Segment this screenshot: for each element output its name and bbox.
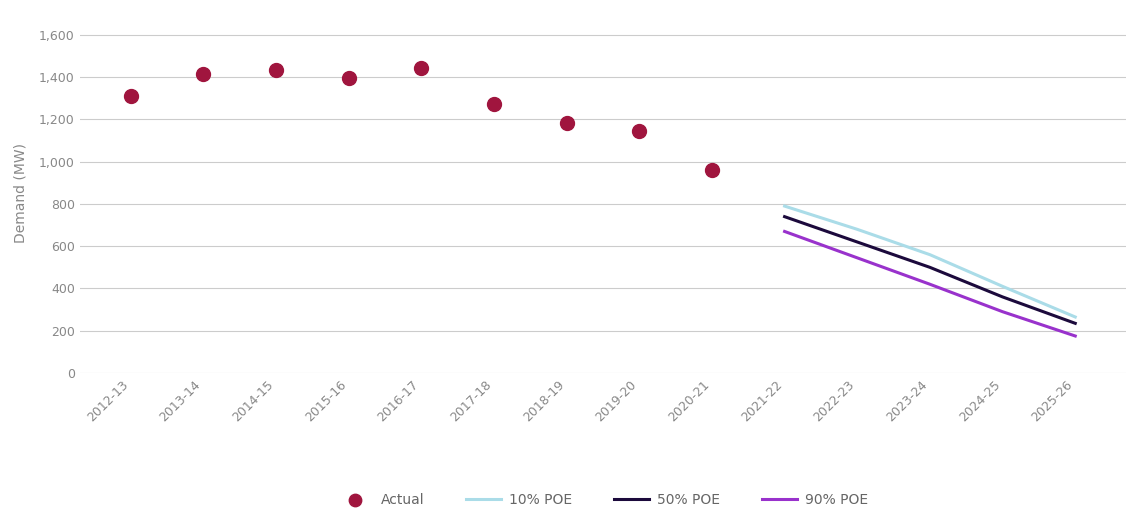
Line: 90% POE: 90% POE [784,232,1075,336]
Line: 10% POE: 10% POE [784,206,1075,317]
10% POE [777,203,791,209]
90% POE [995,309,1009,315]
50% POE [923,264,937,270]
Actual [122,92,140,100]
Actual [340,74,358,82]
90% POE [1068,333,1082,339]
Y-axis label: Demand (MW): Demand (MW) [14,143,27,243]
10% POE [923,252,937,258]
Actual [557,119,576,127]
Actual [702,166,720,175]
90% POE [850,255,864,261]
Actual [267,66,285,74]
50% POE [995,294,1009,300]
Actual [484,99,503,108]
10% POE [995,283,1009,290]
50% POE [850,239,864,245]
Line: 50% POE: 50% POE [784,217,1075,323]
Legend: Actual, 10% POE, 50% POE, 90% POE: Actual, 10% POE, 50% POE, 90% POE [333,487,873,513]
50% POE [1068,320,1082,326]
10% POE [1068,314,1082,320]
90% POE [923,281,937,287]
50% POE [777,213,791,220]
Actual [630,127,649,135]
Actual [194,70,212,78]
90% POE [777,228,791,235]
10% POE [850,226,864,233]
Actual [413,64,431,72]
